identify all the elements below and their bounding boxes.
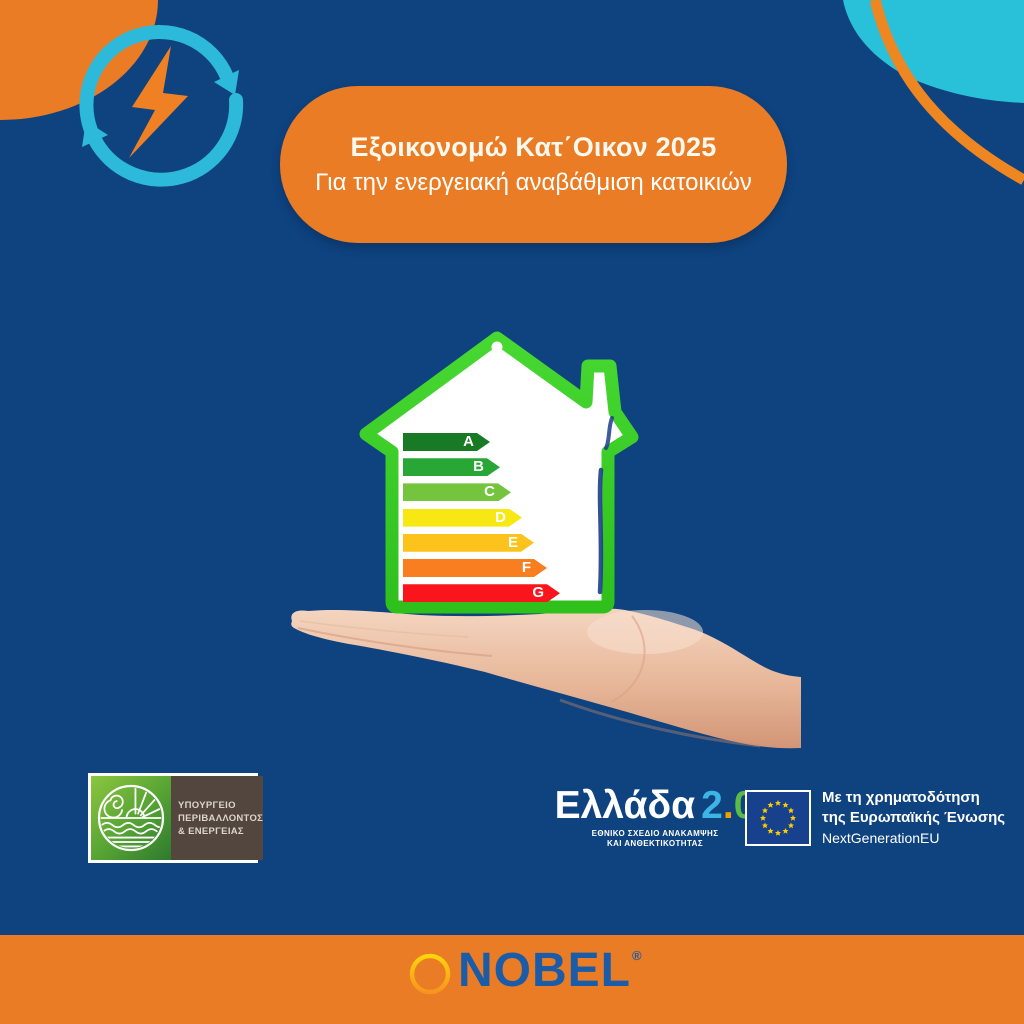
recycle-arrow-bottom bbox=[88, 93, 244, 187]
recycle-arrow-top bbox=[79, 24, 234, 140]
cyan-blob bbox=[843, 0, 1024, 103]
eu-flag-icon bbox=[745, 790, 811, 846]
hand-photo bbox=[291, 608, 801, 749]
eu-funding-block: Με τη χρηματοδότηση της Ευρωπαϊκής Ένωση… bbox=[745, 788, 1005, 848]
nobel-wordmark: NOBEL bbox=[458, 944, 631, 997]
energy-bar-letter: A bbox=[463, 433, 474, 450]
ministry-line-2: ΠΕΡΙΒΑΛΛΟΝΤΟΣ bbox=[178, 812, 264, 824]
orange-arc bbox=[869, 0, 1024, 185]
finger-crease-2 bbox=[299, 620, 469, 638]
nobel-ring-icon bbox=[409, 953, 451, 995]
ministry-line-1: ΥΠΟΥΡΓΕΙΟ bbox=[178, 799, 236, 811]
energy-bar-letter: F bbox=[521, 559, 531, 576]
ministry-line-3: & ΕΝΕΡΓΕΙΑΣ bbox=[178, 825, 244, 837]
ministry-emblem-icon bbox=[97, 784, 165, 852]
roof-notch bbox=[491, 341, 503, 353]
finger-crease bbox=[297, 627, 493, 657]
energy-bar-letter: B bbox=[473, 458, 484, 476]
energy-recycle-icon bbox=[79, 24, 244, 187]
banner-title: Εξοικονομώ Κατ΄Οικον 2025 bbox=[350, 132, 717, 162]
ministry-logo-text-panel: ΥΠΟΥΡΓΕΙΟ ΠΕΡΙΒΑΛΛΟΝΤΟΣ & ΕΝΕΡΓΕΙΑΣ bbox=[171, 776, 264, 860]
greece20-dot: . bbox=[722, 784, 734, 827]
energy-bar-C: C bbox=[403, 483, 511, 501]
energy-bar-B: B bbox=[403, 458, 500, 476]
thumb-crease bbox=[611, 615, 646, 703]
palm-shadow bbox=[559, 698, 761, 748]
energy-bar-E: E bbox=[403, 534, 534, 552]
recycle-arrow-top-head bbox=[214, 70, 239, 95]
eu-funding-line-3: NextGenerationEU bbox=[822, 830, 940, 846]
eu-funding-text: Με τη χρηματοδότηση της Ευρωπαϊκής Ένωση… bbox=[822, 788, 1005, 848]
greece20-digit-2: 2 bbox=[701, 784, 723, 827]
energy-bar-F: F bbox=[403, 559, 547, 577]
lightning-bolt-icon bbox=[129, 46, 188, 158]
ministry-logo-green-panel bbox=[91, 776, 171, 860]
nobel-registered-mark: ® bbox=[632, 947, 642, 963]
energy-bar-G: G bbox=[403, 584, 560, 602]
eu-funding-line-1: Με τη χρηματοδότηση bbox=[822, 789, 980, 806]
recycle-arrow-bottom-head bbox=[82, 121, 108, 147]
energy-bar-A: A bbox=[403, 433, 490, 451]
eu-funding-line-2: της Ευρωπαϊκής Ένωσης bbox=[822, 809, 1006, 826]
energy-bar-letter: D bbox=[495, 508, 506, 526]
chimney-shadow bbox=[604, 416, 614, 450]
banner-subtitle: Για την ενεργειακή αναβάθμιση κατοικιών bbox=[315, 169, 752, 196]
energy-bar-letter: E bbox=[507, 533, 518, 551]
greece20-name: Ελλάδα bbox=[554, 784, 696, 827]
energy-bar-D: D bbox=[403, 509, 522, 527]
greece20-subtitle-1: ΕΘΝΙΚΟ ΣΧΕΔΙΟ ΑΝΑΚΑΜΨΗΣ bbox=[591, 829, 719, 838]
energy-bar-letter: C bbox=[484, 483, 495, 501]
nobel-logo: NOBEL ® bbox=[408, 944, 642, 997]
energy-bar-letter: G bbox=[532, 584, 544, 602]
house-inner-shadow bbox=[597, 467, 604, 595]
greece20-subtitle-2: ΚΑΙ ΑΝΘΕΚΤΙΚΟΤΗΤΑΣ bbox=[606, 839, 704, 848]
footer-bar bbox=[0, 935, 1024, 1024]
ministry-logo: ΥΠΟΥΡΓΕΙΟ ΠΕΡΙΒΑΛΛΟΝΤΟΣ & ΕΝΕΡΓΕΙΑΣ bbox=[88, 773, 264, 863]
greece20-logo: Ελλάδα 2 . 0 ΕΘΝΙΚΟ ΣΧΕΔΙΟ ΑΝΑΚΑΜΨΗΣ ΚΑΙ… bbox=[555, 784, 756, 849]
greece20-wordmark: Ελλάδα 2 . 0 bbox=[555, 784, 756, 827]
title-banner: Εξοικονομώ Κατ΄Οικον 2025 Για την ενεργε… bbox=[280, 86, 787, 243]
hand-highlight bbox=[587, 610, 703, 654]
corner-decoration-topright bbox=[843, 0, 1024, 185]
